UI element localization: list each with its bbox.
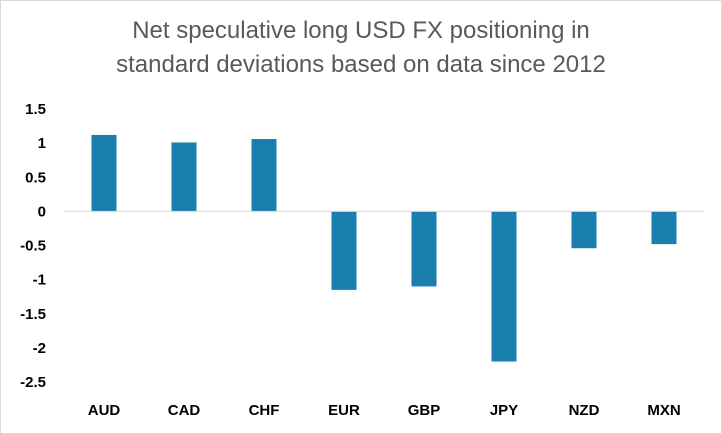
- x-axis-ticks: AUD CAD CHF EUR GBP JPY NZD MXN: [88, 402, 681, 419]
- bar-mxn: [651, 211, 677, 245]
- x-tick-label-aud: AUD: [88, 402, 121, 419]
- y-tick-label: 0.5: [25, 169, 46, 186]
- bar-jpy: [491, 211, 517, 362]
- x-tick-label-chf: CHF: [249, 402, 280, 419]
- chart-title-line-1: Net speculative long USD FX positioning …: [132, 17, 590, 44]
- x-tick-label-jpy: JPY: [490, 402, 518, 419]
- bar-nzd: [571, 211, 597, 249]
- y-tick-label: 0: [38, 203, 46, 220]
- y-tick-label: -0.5: [20, 238, 46, 255]
- x-tick-label-mxn: MXN: [647, 402, 680, 419]
- bar-aud: [91, 134, 117, 212]
- y-tick-label: -1.5: [20, 306, 46, 323]
- chart-title: Net speculative long USD FX positioning …: [0, 14, 722, 82]
- y-tick-label: 1: [38, 135, 46, 152]
- bar-gbp: [411, 211, 437, 287]
- y-tick-label: -1: [33, 272, 46, 289]
- x-tick-label-cad: CAD: [168, 402, 201, 419]
- x-tick-label-gbp: GBP: [408, 402, 441, 419]
- x-tick-label-eur: EUR: [328, 402, 360, 419]
- bar-eur: [331, 211, 357, 290]
- bar-chf: [251, 139, 277, 212]
- y-tick-label: 1.5: [25, 101, 46, 118]
- x-tick-label-nzd: NZD: [569, 402, 600, 419]
- bars: [91, 134, 677, 362]
- y-tick-label: -2: [33, 340, 46, 357]
- y-axis-ticks: 1.5 1 0.5 0 -0.5 -1 -1.5 -2 -2.5: [20, 101, 46, 391]
- y-tick-label: -2.5: [20, 374, 46, 391]
- bar-cad: [171, 142, 197, 212]
- chart-title-line-2: standard deviations based on data since …: [116, 51, 606, 78]
